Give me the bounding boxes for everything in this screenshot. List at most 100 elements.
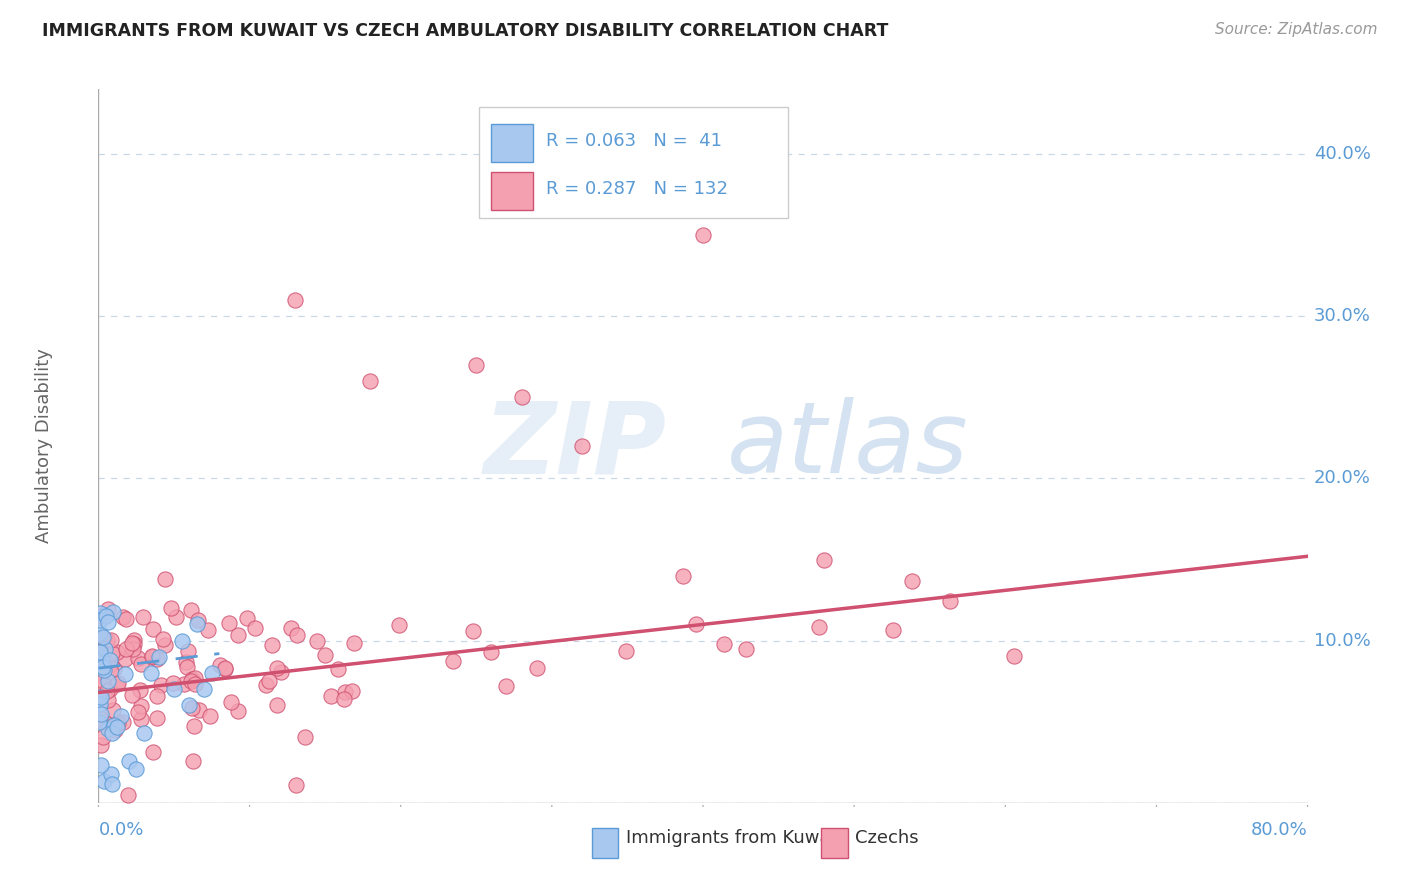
Point xyxy=(162,676,184,690)
Point xyxy=(101,605,124,619)
Point xyxy=(103,662,125,676)
Point xyxy=(89,609,111,624)
Point xyxy=(100,657,122,672)
Point xyxy=(180,603,202,617)
Point xyxy=(91,731,114,745)
Point xyxy=(214,662,236,676)
Point xyxy=(146,689,169,703)
Point xyxy=(174,655,197,669)
Point xyxy=(96,632,118,647)
Point xyxy=(94,609,117,624)
Point xyxy=(245,621,267,635)
Point xyxy=(808,620,831,634)
Point xyxy=(153,638,176,652)
Point xyxy=(321,689,343,703)
Point xyxy=(89,606,111,620)
Point xyxy=(208,658,231,673)
Point xyxy=(94,607,117,622)
Text: ZIP: ZIP xyxy=(484,398,666,494)
Point xyxy=(180,672,202,686)
Point xyxy=(129,657,152,671)
Point xyxy=(93,632,115,647)
Point xyxy=(187,613,209,627)
Point xyxy=(152,632,174,646)
Point xyxy=(146,711,169,725)
Point xyxy=(150,678,173,692)
Point xyxy=(294,730,316,744)
Point xyxy=(96,683,118,698)
Point xyxy=(465,358,488,372)
Point xyxy=(103,718,125,732)
Point xyxy=(112,715,135,730)
Point xyxy=(97,615,120,629)
Point xyxy=(127,651,149,665)
Point xyxy=(463,624,485,639)
Point xyxy=(142,744,165,758)
Point xyxy=(181,754,204,768)
Point xyxy=(201,666,224,681)
Point xyxy=(183,671,205,685)
Point xyxy=(89,613,111,627)
Point xyxy=(938,593,960,607)
Point xyxy=(266,661,288,675)
Point xyxy=(170,633,193,648)
Point xyxy=(89,645,111,659)
Text: 0.0%: 0.0% xyxy=(98,821,143,838)
Point xyxy=(441,654,464,668)
Point xyxy=(734,642,756,657)
Point xyxy=(128,683,150,698)
Point xyxy=(614,644,637,658)
Point xyxy=(122,633,145,648)
Point xyxy=(179,698,201,713)
Point xyxy=(510,390,533,404)
Point xyxy=(176,660,198,674)
Point xyxy=(125,762,148,776)
Point xyxy=(93,678,115,692)
Point xyxy=(89,691,111,706)
Point xyxy=(118,755,141,769)
Text: IMMIGRANTS FROM KUWAIT VS CZECH AMBULATORY DISABILITY CORRELATION CHART: IMMIGRANTS FROM KUWAIT VS CZECH AMBULATO… xyxy=(42,22,889,40)
Point xyxy=(89,698,111,712)
Point xyxy=(181,701,204,715)
Point xyxy=(101,777,124,791)
Point xyxy=(571,439,593,453)
Point xyxy=(360,374,382,388)
Point xyxy=(186,617,208,632)
Point xyxy=(219,695,242,709)
FancyBboxPatch shape xyxy=(821,828,848,858)
Point xyxy=(121,688,143,702)
Point xyxy=(104,723,127,738)
Text: Immigrants from Kuwait: Immigrants from Kuwait xyxy=(626,830,842,847)
Point xyxy=(226,628,249,642)
Point xyxy=(91,660,114,674)
Point xyxy=(98,653,121,667)
Point xyxy=(332,691,354,706)
Point xyxy=(177,644,200,658)
Point xyxy=(146,651,169,665)
Point xyxy=(105,677,128,691)
Point xyxy=(121,636,143,650)
Text: atlas: atlas xyxy=(727,398,969,494)
Point xyxy=(160,601,183,615)
Text: Czechs: Czechs xyxy=(855,830,920,847)
Text: 40.0%: 40.0% xyxy=(1313,145,1371,163)
Point xyxy=(105,720,128,734)
Point xyxy=(193,682,215,697)
Point xyxy=(91,631,114,645)
Point xyxy=(107,716,129,731)
Point xyxy=(132,726,155,740)
Point xyxy=(226,704,249,718)
Point xyxy=(495,679,517,693)
Point xyxy=(93,714,115,729)
Point xyxy=(183,719,205,733)
Point xyxy=(97,723,120,737)
Point xyxy=(115,612,138,626)
Text: 10.0%: 10.0% xyxy=(1313,632,1371,649)
Point xyxy=(112,609,135,624)
Point xyxy=(100,665,122,679)
Point xyxy=(235,611,257,625)
Point xyxy=(131,610,153,624)
Point xyxy=(100,767,122,781)
FancyBboxPatch shape xyxy=(492,172,533,211)
Point xyxy=(214,661,236,675)
